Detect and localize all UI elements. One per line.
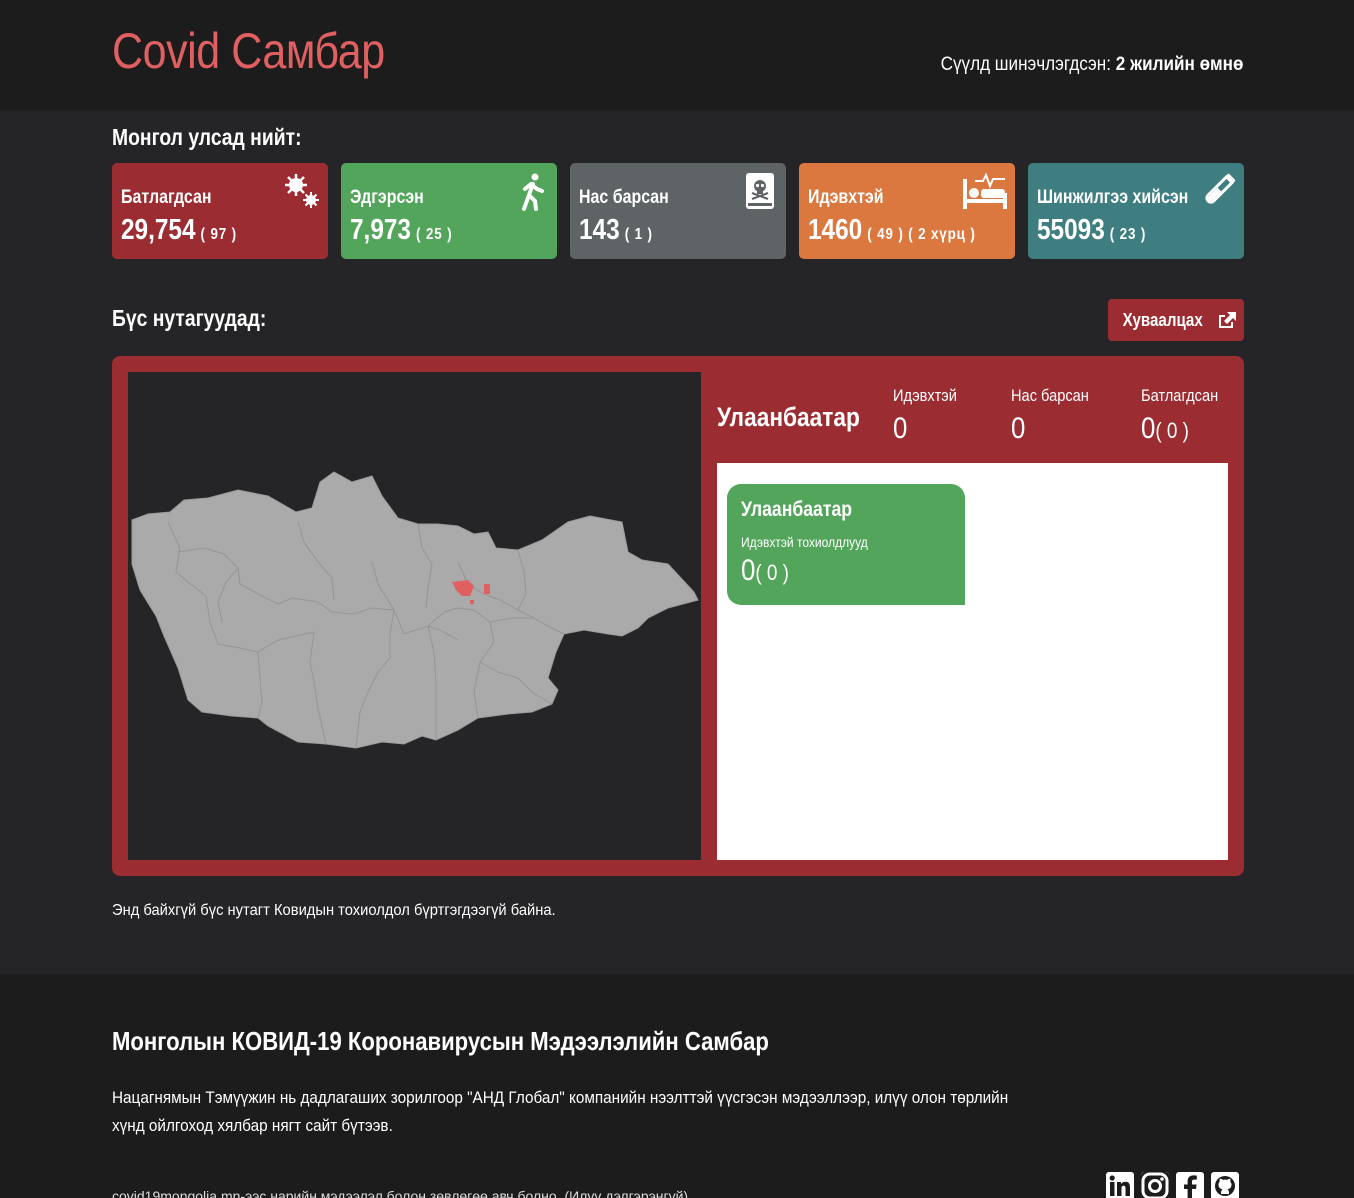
selected-confirmed: Батлагдсан 0( 0 ) bbox=[1141, 386, 1231, 446]
tests-label: Шинжилгээ хийсэн bbox=[1037, 187, 1189, 208]
facebook-icon[interactable] bbox=[1176, 1172, 1204, 1198]
skull-book-icon bbox=[746, 173, 774, 209]
selected-confirmed-label: Батлагдсан bbox=[1141, 386, 1219, 405]
last-updated: Сүүлд шинэчлэгдсэн: 2 жилийн өмнө bbox=[940, 54, 1243, 76]
hospital-bed-icon bbox=[963, 172, 1007, 209]
national-title: Монгол улсад нийт: bbox=[112, 124, 302, 150]
tests-value: 55093( 23 ) bbox=[1037, 214, 1146, 247]
confirmed-number: 29,754 bbox=[121, 214, 196, 246]
region-detail-header: Улаанбаатар Идэвхтэй 0 Нас барсан 0 Батл… bbox=[717, 372, 1228, 463]
selected-deaths-value: 0 bbox=[1011, 412, 1026, 445]
active-card: Идэвхтэй 1460( 49 ) ( 2 хүрц ) bbox=[799, 163, 1015, 259]
brand-title[interactable]: Covid Самбар bbox=[112, 23, 385, 79]
test-tube-icon bbox=[1205, 173, 1236, 204]
tests-delta: ( 23 ) bbox=[1109, 226, 1147, 243]
last-updated-value: 2 жилийн өмнө bbox=[1115, 54, 1243, 75]
city-card-ulaanbaatar[interactable]: Улаанбаатар Идэвхтэй тохиолдлууд 0( 0 ) bbox=[727, 484, 965, 605]
selected-confirmed-number: 0 bbox=[1141, 412, 1156, 445]
last-updated-prefix: Сүүлд шинэчлэгдсэн: bbox=[940, 54, 1116, 75]
selected-active-value: 0 bbox=[893, 412, 908, 445]
active-value: 1460( 49 ) ( 2 хүрц ) bbox=[808, 214, 976, 247]
deaths-delta: ( 1 ) bbox=[624, 226, 653, 243]
city-card-value: 0( 0 ) bbox=[741, 554, 789, 588]
selected-deaths-label: Нас барсан bbox=[1011, 386, 1089, 405]
ulaanbaatar-region-south[interactable] bbox=[470, 600, 474, 604]
footer: Монголын КОВИД-19 Коронавирусын Мэдээлэл… bbox=[0, 974, 1354, 1198]
ulaanbaatar-region[interactable] bbox=[452, 580, 474, 596]
regions-note: Энд байхгүй бүс нутагт Ковидын тохиолдол… bbox=[112, 902, 556, 919]
selected-active-label: Идэвхтэй bbox=[893, 386, 957, 405]
deaths-number: 143 bbox=[579, 214, 620, 246]
selected-confirmed-delta: ( 0 ) bbox=[1155, 418, 1189, 443]
share-button[interactable]: Хуваалцах bbox=[1108, 299, 1244, 341]
github-icon[interactable] bbox=[1211, 1172, 1239, 1198]
city-card-label: Идэвхтэй тохиолдлууд bbox=[741, 534, 868, 550]
tests-card: Шинжилгээ хийсэн 55093( 23 ) bbox=[1028, 163, 1244, 259]
deaths-label: Нас барсан bbox=[579, 187, 669, 208]
recovered-delta: ( 25 ) bbox=[416, 226, 453, 243]
city-card-name: Улаанбаатар bbox=[741, 498, 853, 521]
header: Covid Самбар Сүүлд шинэчлэгдсэн: 2 жилий… bbox=[0, 0, 1354, 110]
region-map-panel: Улаанбаатар Идэвхтэй 0 Нас барсан 0 Батл… bbox=[112, 356, 1244, 876]
ulaanbaatar-region-east[interactable] bbox=[484, 584, 490, 594]
city-card-number: 0 bbox=[741, 554, 756, 587]
confirmed-delta: ( 97 ) bbox=[200, 226, 237, 243]
recovered-label: Эдгэрсэн bbox=[350, 187, 424, 208]
instagram-icon[interactable] bbox=[1141, 1172, 1169, 1198]
linkedin-icon[interactable] bbox=[1106, 1172, 1134, 1198]
share-label: Хуваалцах bbox=[1122, 309, 1204, 330]
confirmed-label: Батлагдсан bbox=[121, 187, 212, 208]
mongolia-map-svg[interactable] bbox=[128, 372, 701, 860]
footer-bottom-text[interactable]: covid19mongolia.mn-ээс нарийн мэдээлэл б… bbox=[112, 1188, 689, 1198]
recovered-card: Эдгэрсэн 7,973 ( 25 ) bbox=[341, 163, 557, 259]
confirmed-card: Батлагдсан 29,754( 97 ) bbox=[112, 163, 328, 259]
footer-description: Нацагнямын Тэмүүжин нь дадлагаших зорилг… bbox=[112, 1088, 1009, 1135]
recovered-number: 7,973 bbox=[350, 214, 411, 246]
mongolia-map[interactable] bbox=[128, 372, 701, 860]
tests-number: 55093 bbox=[1037, 214, 1105, 246]
selected-region-name: Улаанбаатар bbox=[717, 402, 860, 432]
footer-title: Монголын КОВИД-19 Коронавирусын Мэдээлэл… bbox=[112, 1026, 769, 1056]
share-icon bbox=[1218, 312, 1236, 328]
active-delta: ( 49 ) ( 2 хүрц ) bbox=[867, 226, 976, 243]
walking-person-icon bbox=[522, 173, 544, 211]
deaths-card: Нас барсан 143( 1 ) bbox=[570, 163, 786, 259]
active-label: Идэвхтэй bbox=[808, 187, 884, 208]
mongolia-outline bbox=[131, 471, 699, 749]
recovered-value: 7,973 ( 25 ) bbox=[350, 214, 452, 247]
selected-confirmed-value: 0( 0 ) bbox=[1141, 412, 1218, 446]
city-card-delta: ( 0 ) bbox=[755, 560, 789, 585]
deaths-value: 143( 1 ) bbox=[579, 214, 653, 247]
confirmed-value: 29,754( 97 ) bbox=[121, 214, 237, 247]
region-detail: Улаанбаатар Идэвхтэй 0 Нас барсан 0 Батл… bbox=[717, 372, 1228, 860]
selected-deaths: Нас барсан 0 bbox=[1011, 386, 1102, 446]
regions-title: Бүс нутагуудад: bbox=[112, 305, 267, 331]
selected-active: Идэвхтэй 0 bbox=[893, 386, 967, 446]
virus-icon bbox=[285, 174, 319, 208]
active-number: 1460 bbox=[808, 214, 863, 246]
